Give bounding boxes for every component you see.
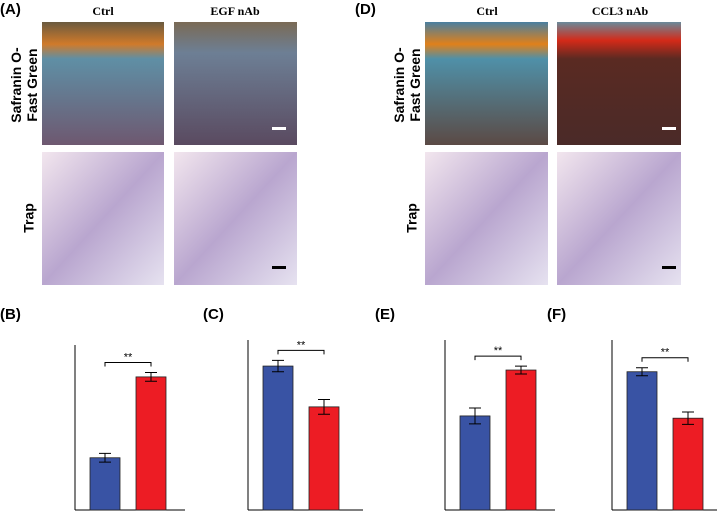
row-label: Safranin O-Fast Green: [391, 47, 423, 123]
panel-label: (D): [355, 1, 376, 18]
significance-label: **: [124, 351, 133, 363]
panel-label: (A): [0, 1, 21, 18]
histology-image: [174, 22, 297, 145]
histology-image: [557, 22, 681, 145]
bar: [308, 406, 340, 511]
bar: [672, 417, 704, 511]
panel-label: (B): [0, 306, 21, 323]
histology-image: [174, 152, 297, 285]
error-bar: [682, 411, 694, 425]
error-bar: [318, 399, 330, 415]
significance-bracket: [641, 357, 689, 362]
scale-bar: [662, 127, 676, 130]
error-bar: [99, 452, 111, 463]
significance-bracket: [277, 349, 325, 355]
error-bar: [636, 367, 648, 377]
row-label: Trap: [21, 203, 37, 233]
scale-bar: [272, 266, 286, 269]
significance-label: **: [297, 339, 306, 351]
bar: [459, 415, 491, 511]
histology-image: [557, 152, 681, 285]
row-label: Safranin O-Fast Green: [8, 47, 40, 123]
bar: [89, 457, 121, 511]
histology-image: [42, 152, 164, 285]
bar: [262, 365, 294, 511]
column-title: Ctrl: [92, 4, 114, 18]
error-bar: [515, 365, 527, 375]
significance-bracket: [474, 355, 522, 361]
significance-label: **: [494, 345, 503, 357]
bar: [626, 371, 658, 511]
histology-image: [42, 22, 164, 145]
panel-label: (E): [375, 306, 395, 323]
histology-image: [425, 152, 548, 285]
scale-bar: [272, 127, 286, 130]
bar: [135, 376, 167, 511]
significance-label: **: [661, 347, 670, 359]
scale-bar: [662, 266, 676, 269]
column-title: EGF nAb: [210, 4, 260, 18]
bar: [505, 369, 537, 511]
error-bar: [469, 407, 481, 425]
significance-bracket: [104, 362, 152, 367]
column-title: Ctrl: [476, 4, 498, 18]
column-title: CCL3 nAb: [592, 4, 649, 18]
row-label: Trap: [404, 203, 420, 233]
error-bar: [272, 359, 284, 373]
histology-image: [425, 22, 548, 145]
panel-label: (C): [203, 306, 224, 323]
panel-label: (F): [547, 306, 566, 323]
error-bar: [145, 372, 157, 382]
